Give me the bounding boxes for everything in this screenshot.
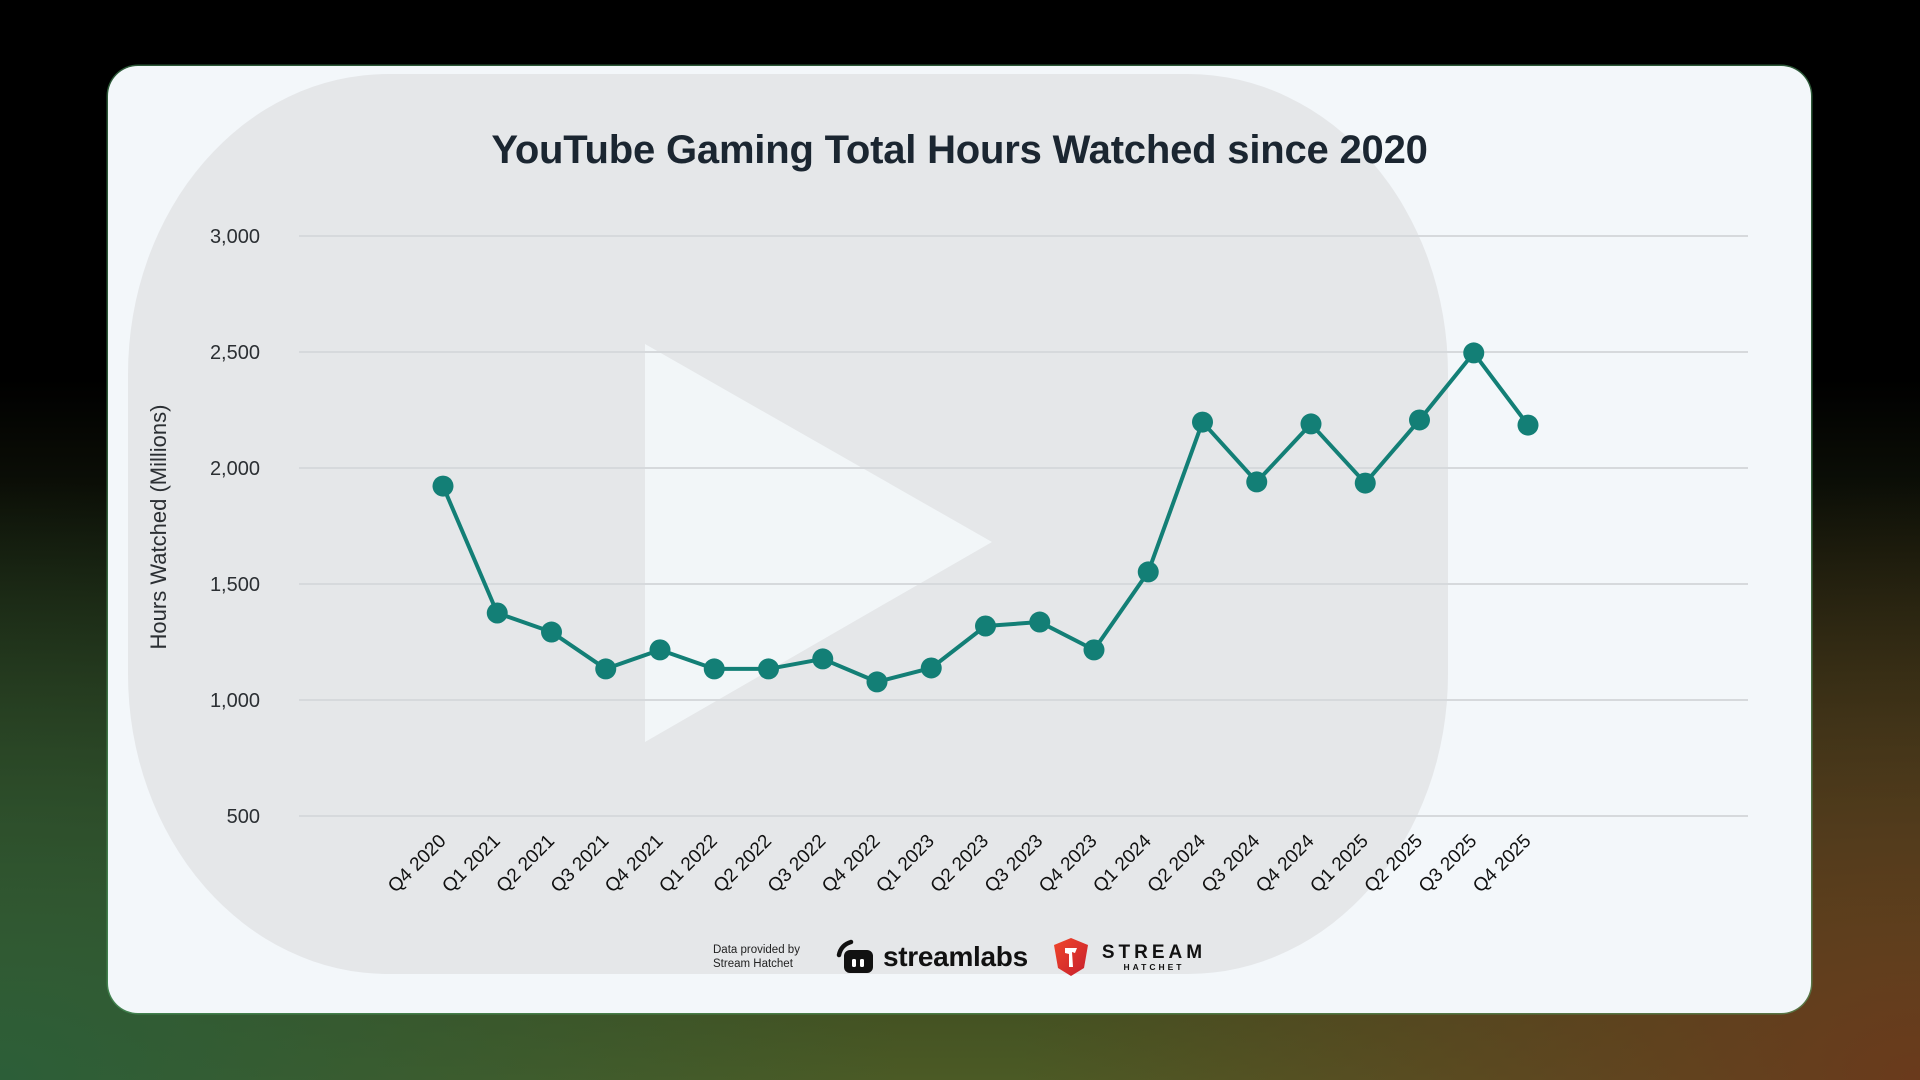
x-tick-label: Q4 2020	[384, 831, 450, 897]
x-tick-label: Q4 2021	[601, 831, 667, 897]
x-tick-label: Q2 2024	[1144, 830, 1211, 897]
x-tick-label: Q2 2025	[1361, 831, 1427, 897]
x-tick-label: Q2 2022	[710, 831, 776, 897]
y-tick-label: 1,000	[210, 690, 260, 712]
y-axis-label: Hours Watched (Millions)	[146, 405, 171, 650]
y-axis-ticks: 500 1,000 1,500 2,000 2,500 3,000	[210, 226, 260, 828]
data-point	[1409, 409, 1430, 431]
credit-line-1: Data provided by	[713, 944, 800, 956]
stream-wordmark: STREAM	[1101, 941, 1207, 963]
y-tick-label: 3,000	[210, 226, 260, 248]
chart-title: YouTube Gaming Total Hours Watched since…	[491, 128, 1428, 172]
stream-hatchet-shield-icon	[1053, 938, 1088, 976]
streamlabs-wordmark: streamlabs	[883, 941, 1028, 972]
data-point	[975, 615, 996, 637]
play-triangle-icon	[645, 344, 992, 742]
data-point	[541, 621, 562, 643]
x-tick-label: Q3 2022	[764, 831, 830, 897]
credit-line-2: Stream Hatchet	[713, 958, 793, 970]
data-point	[1246, 471, 1268, 493]
x-tick-label: Q2 2023	[927, 831, 993, 897]
x-tick-label: Q1 2021	[438, 831, 504, 897]
y-tick-label: 1,500	[210, 574, 260, 596]
chart-card: 500 1,000 1,500 2,000 2,500 3,000 Hours Watch…	[108, 66, 1811, 1013]
data-point	[1517, 414, 1539, 436]
x-tick-label: Q1 2022	[655, 831, 721, 897]
footer-credits: Data provided by Stream Hatchet streamla…	[713, 932, 1206, 982]
data-point	[486, 602, 508, 624]
x-tick-label: Q4 2023	[1035, 831, 1101, 897]
data-point	[1137, 561, 1159, 583]
y-tick-label: 2,500	[210, 342, 260, 364]
data-point	[758, 658, 779, 680]
line-chart: 500 1,000 1,500 2,000 2,500 3,000 Hours Watch…	[146, 226, 1748, 897]
streamlabs-logo: streamlabs	[835, 939, 1028, 975]
data-point	[1083, 639, 1105, 661]
x-tick-label: Q3 2025	[1415, 831, 1481, 897]
stream-hatchet-logo: STREAM HATCHET	[1050, 936, 1206, 978]
x-tick-label: Q1 2025	[1306, 831, 1372, 897]
data-point	[1354, 472, 1376, 494]
streamlabs-icon	[836, 939, 873, 973]
x-tick-label: Q3 2021	[547, 831, 613, 897]
data-point	[920, 657, 942, 679]
x-tick-label: Q4 2024	[1252, 830, 1319, 897]
data-point	[866, 671, 888, 693]
x-tick-label: Q1 2024	[1089, 830, 1156, 897]
x-tick-label: Q4 2022	[818, 831, 884, 897]
y-tick-label: 500	[227, 806, 260, 828]
x-tick-label: Q4 2025	[1469, 831, 1535, 897]
x-tick-label: Q1 2023	[872, 831, 938, 897]
x-tick-label: Q3 2023	[981, 831, 1047, 897]
x-tick-label: Q3 2024	[1198, 830, 1265, 897]
data-point	[703, 658, 725, 680]
data-point	[1300, 413, 1322, 435]
data-credit: Data provided by Stream Hatchet	[713, 943, 813, 971]
data-points	[432, 342, 1539, 693]
x-tick-label: Q2 2021	[493, 831, 559, 897]
gridlines	[299, 235, 1748, 817]
data-point	[1029, 611, 1051, 633]
y-tick-label: 2,000	[210, 458, 260, 480]
hatchet-wordmark: HATCHET	[1123, 961, 1185, 972]
data-point	[1192, 411, 1213, 433]
data-point	[595, 658, 617, 680]
data-point	[432, 475, 454, 497]
data-point	[1463, 342, 1485, 364]
data-point	[812, 648, 834, 670]
data-point	[649, 639, 671, 661]
